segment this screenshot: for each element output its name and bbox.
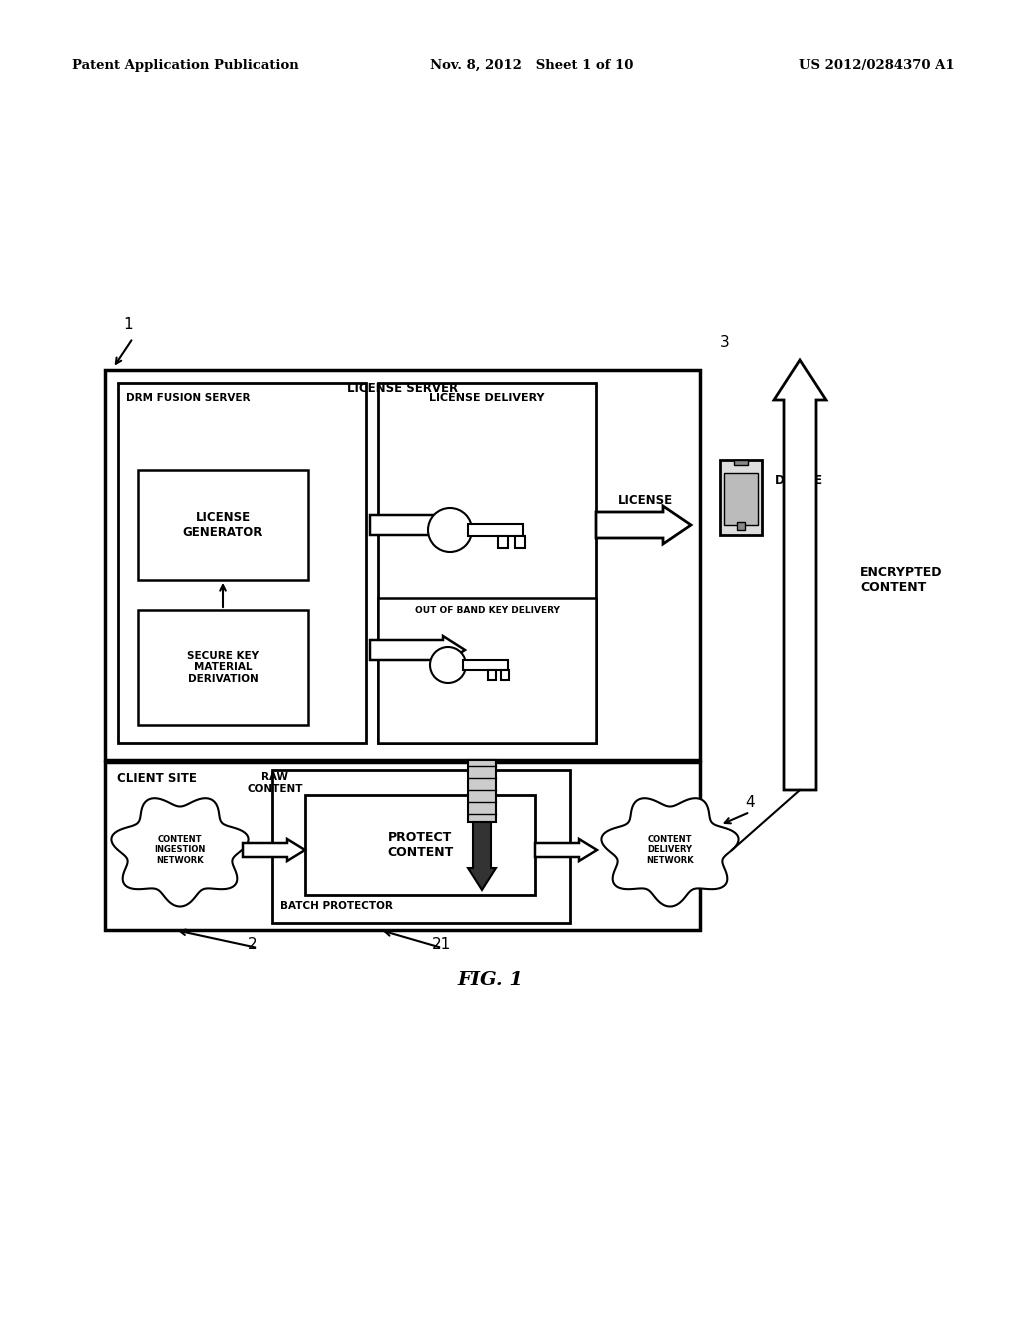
Bar bbox=[378, 598, 596, 743]
Text: SECURE KEY
MATERIAL
DERIVATION: SECURE KEY MATERIAL DERIVATION bbox=[187, 651, 259, 684]
Text: 4: 4 bbox=[745, 795, 755, 810]
Text: CONTENT
INGESTION
NETWORK: CONTENT INGESTION NETWORK bbox=[155, 836, 206, 865]
Bar bbox=[468, 760, 496, 822]
Bar bbox=[105, 370, 700, 760]
Text: PROTECT
CONTENT: PROTECT CONTENT bbox=[387, 832, 454, 859]
Polygon shape bbox=[596, 506, 691, 544]
Bar bbox=[734, 459, 748, 465]
Bar bbox=[378, 383, 596, 743]
Polygon shape bbox=[601, 799, 738, 907]
Polygon shape bbox=[370, 511, 465, 539]
Text: DEVICE: DEVICE bbox=[775, 474, 823, 487]
Bar bbox=[501, 671, 509, 680]
Text: Patent Application Publication: Patent Application Publication bbox=[72, 58, 299, 71]
Polygon shape bbox=[370, 636, 465, 664]
Bar bbox=[138, 470, 308, 579]
Polygon shape bbox=[468, 822, 496, 890]
Text: CONTENT
DELIVERY
NETWORK: CONTENT DELIVERY NETWORK bbox=[646, 836, 694, 865]
Text: CLIENT SITE: CLIENT SITE bbox=[117, 772, 197, 785]
Text: Nov. 8, 2012   Sheet 1 of 10: Nov. 8, 2012 Sheet 1 of 10 bbox=[430, 58, 634, 71]
Polygon shape bbox=[774, 360, 826, 789]
Text: DRM FUSION SERVER: DRM FUSION SERVER bbox=[126, 393, 251, 403]
Polygon shape bbox=[112, 799, 249, 907]
Text: LICENSE: LICENSE bbox=[618, 494, 673, 507]
Bar bbox=[105, 762, 700, 931]
Text: US 2012/0284370 A1: US 2012/0284370 A1 bbox=[800, 58, 955, 71]
Bar bbox=[488, 671, 496, 680]
Bar bbox=[118, 383, 366, 743]
Text: 2: 2 bbox=[248, 937, 258, 952]
Text: LICENSE
GENERATOR: LICENSE GENERATOR bbox=[183, 511, 263, 539]
Bar bbox=[272, 770, 570, 923]
Text: FIG. 1: FIG. 1 bbox=[457, 972, 523, 989]
Bar bbox=[515, 536, 525, 548]
Text: OUT OF BAND KEY DELIVERY: OUT OF BAND KEY DELIVERY bbox=[415, 606, 559, 615]
Bar bbox=[463, 660, 508, 671]
Bar bbox=[720, 459, 762, 535]
Bar bbox=[468, 524, 523, 536]
Text: LICENSE DELIVERY: LICENSE DELIVERY bbox=[429, 393, 545, 403]
Polygon shape bbox=[535, 840, 597, 861]
Text: ENCRYPTED
CONTENT: ENCRYPTED CONTENT bbox=[860, 566, 942, 594]
Bar bbox=[498, 536, 508, 548]
Circle shape bbox=[430, 647, 466, 682]
Text: BATCH PROTECTOR: BATCH PROTECTOR bbox=[280, 902, 393, 911]
Text: 21: 21 bbox=[432, 937, 452, 952]
Bar bbox=[737, 521, 745, 531]
Bar bbox=[305, 795, 535, 895]
Bar bbox=[724, 473, 758, 525]
Bar bbox=[138, 610, 308, 725]
Circle shape bbox=[428, 508, 472, 552]
Text: RAW
CONTENT: RAW CONTENT bbox=[247, 772, 303, 793]
Polygon shape bbox=[243, 840, 305, 861]
Text: LICENSE SERVER: LICENSE SERVER bbox=[347, 381, 458, 395]
Text: 3: 3 bbox=[720, 335, 730, 350]
Text: 1: 1 bbox=[123, 317, 133, 333]
